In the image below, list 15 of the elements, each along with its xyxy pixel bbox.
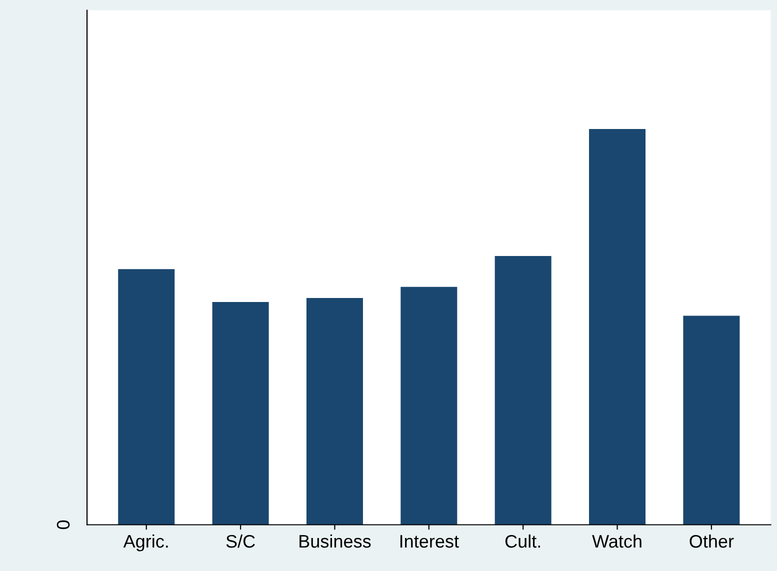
bar xyxy=(589,129,646,525)
bar xyxy=(306,298,363,525)
x-tick-label: Interest xyxy=(400,535,459,548)
text: 0 xyxy=(56,520,70,530)
x-tick-label: S/C xyxy=(226,534,255,548)
x-tick-label: Cult. xyxy=(505,534,540,548)
x-tick-label: Agric. xyxy=(123,534,168,552)
x-tick-label: Watch xyxy=(592,534,642,548)
bar xyxy=(212,302,269,525)
x-tick-label: Other xyxy=(690,534,734,548)
bar xyxy=(400,286,458,525)
x-tick-label: Business xyxy=(300,534,371,548)
bar xyxy=(683,316,740,525)
bar xyxy=(494,256,552,525)
bar xyxy=(118,269,175,525)
